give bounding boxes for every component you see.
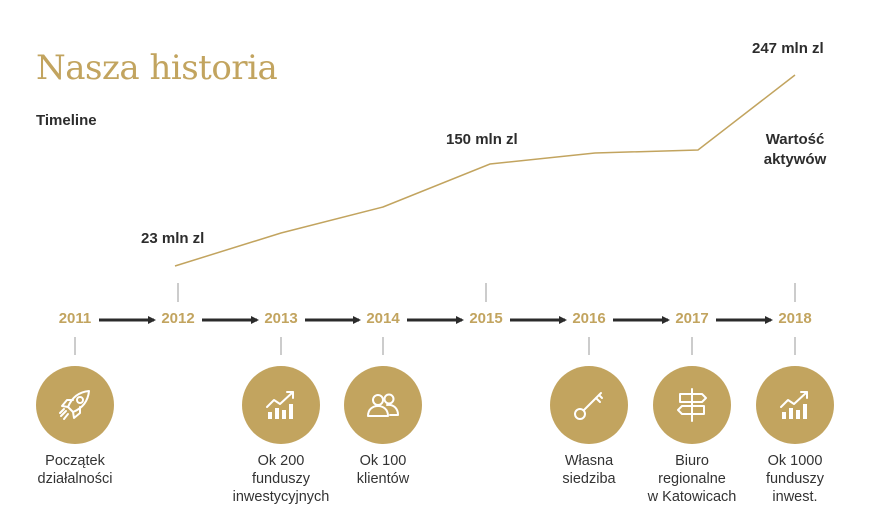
milestone-badge-2014 <box>344 366 422 444</box>
milestone-description-line: w Katowicach <box>647 489 737 505</box>
asset-value-label-2012: 23 mln zl <box>141 230 205 247</box>
milestone-description-line: działalności <box>37 471 113 487</box>
milestone-description-2018: Ok 1000 funduszy inwest. <box>725 452 865 506</box>
milestone-description-line: inwestycyjnych <box>232 489 330 505</box>
milestone-description-line: funduszy <box>251 471 311 487</box>
milestone-description-line: regionalne <box>658 471 726 487</box>
milestone-description-line: inwest. <box>772 489 818 505</box>
milestone-badge-2011 <box>36 366 114 444</box>
milestone-description-line: Własna <box>564 453 614 469</box>
milestone-description-line: Ok 100 <box>359 453 407 469</box>
milestone-description-line: Początek <box>45 453 105 469</box>
milestone-description-2013: Ok 200 funduszy inwestycyjnych <box>211 452 351 506</box>
key-icon <box>569 385 609 425</box>
milestone-description-line: Ok 1000 <box>767 453 823 469</box>
asset-value-title-line-1: Wartość <box>765 131 825 148</box>
growth-chart-icon <box>775 385 815 425</box>
year-label-2015: 2015 <box>469 310 503 327</box>
milestone-description-line: siedziba <box>562 471 616 487</box>
milestone-description-2011: Początek działalności <box>5 452 145 488</box>
milestone-description-line: Ok 200 <box>257 453 305 469</box>
milestone-badge-2017 <box>653 366 731 444</box>
asset-value-line <box>174 74 796 267</box>
year-label-2013: 2013 <box>264 310 298 327</box>
milestone-description-line: funduszy <box>765 471 825 487</box>
asset-value-title-line-2: aktywów <box>763 151 827 168</box>
page-subtitle: Timeline <box>36 112 97 129</box>
milestone-description-line: Biuro <box>675 453 709 469</box>
year-label-2012: 2012 <box>161 310 195 327</box>
year-label-2016: 2016 <box>572 310 606 327</box>
milestone-description-2016: Własna siedziba <box>519 452 659 488</box>
milestone-badge-2013 <box>242 366 320 444</box>
signpost-icon <box>672 385 712 425</box>
growth-chart-icon <box>261 385 301 425</box>
milestone-badge-2016 <box>550 366 628 444</box>
rocket-icon <box>55 385 95 425</box>
asset-value-label-2015: 150 mln zl <box>446 131 518 148</box>
milestone-description-2017: Biuro regionalne w Katowicach <box>622 452 762 506</box>
year-label-2011: 2011 <box>58 310 92 327</box>
asset-value-label-2018: 247 mln zl <box>752 40 824 57</box>
year-label-2017: 2017 <box>675 310 709 327</box>
milestone-description-2014: Ok 100 klientów <box>313 452 453 488</box>
milestone-badge-2018 <box>756 366 834 444</box>
people-icon <box>363 385 403 425</box>
page-title: Nasza historia <box>36 48 278 88</box>
year-label-2018: 2018 <box>778 310 812 327</box>
milestone-description-line: klientów <box>356 471 410 487</box>
year-label-2014: 2014 <box>366 310 400 327</box>
asset-value-title: Wartość aktywów <box>740 130 850 170</box>
